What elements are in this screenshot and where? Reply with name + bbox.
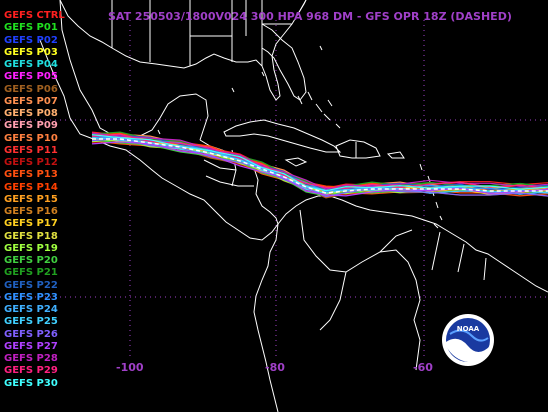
legend-item: GEFS P24 (4, 304, 58, 315)
islands-misc (157, 45, 323, 135)
island-jamaica (284, 157, 308, 167)
gfs-opr-contour (92, 138, 548, 194)
islands-bahamas (297, 91, 341, 129)
legend-item: GEFS P07 (4, 95, 58, 107)
legend-item: GEFS P27 (4, 340, 58, 352)
coast-south-america-west (253, 223, 279, 412)
contour-line (91, 133, 548, 190)
legend-item: GEFS P14 (4, 181, 58, 193)
logo-text: NOAA (457, 325, 480, 333)
legend-item: GEFS P25 (4, 316, 58, 328)
legend-item: GEFS CTRL (4, 10, 65, 21)
legend-item: GEFS P04 (4, 59, 58, 70)
legend-item: GEFS P18 (4, 230, 58, 242)
coast-mexico-gulf (59, 0, 209, 141)
coast-us-mexico (59, 0, 307, 101)
legend-item: GEFS P19 (4, 242, 58, 254)
islands-lesser-antilles (419, 163, 443, 229)
coast-florida (261, 23, 307, 101)
island-cuba (223, 119, 342, 153)
lon-label-80: -80 (265, 361, 285, 374)
ensemble-legend: GEFS CTRL GEFS P01 GEFS P02 GEFS P03 GEFS P0… (4, 10, 65, 390)
legend-item: GEFS P09 (4, 120, 58, 132)
contour-line (91, 136, 548, 195)
legend-item: GEFS P11 (4, 144, 58, 156)
coast-mexico-pacific (39, 39, 279, 241)
legend-item: GEFS P26 (4, 328, 58, 340)
legend-item: GEFS P28 (4, 353, 58, 364)
legend-item: GEFS P16 (4, 206, 58, 217)
legend-item: GEFS P22 (4, 279, 58, 291)
legend-item: GEFS P10 (4, 132, 58, 144)
legend-item: GEFS P15 (4, 193, 58, 205)
legend-item: GEFS P20 (4, 255, 58, 266)
coast-us-east (297, 0, 307, 15)
map-title: SAT 250503/1800V024 300 HPA 968 DM - GFS… (108, 10, 512, 23)
lon-label-60: -60 (413, 361, 433, 374)
noaa-logo: NOAA (442, 314, 494, 366)
coastlines (39, 0, 548, 412)
legend-item: GEFS P06 (4, 83, 58, 95)
contour-line (91, 137, 548, 198)
country-borders-south (299, 209, 487, 371)
lon-label-100: -100 (116, 361, 144, 374)
legend-item: GEFS P01 (4, 22, 58, 34)
island-puerto-rico (386, 151, 405, 159)
contour-line (91, 134, 548, 192)
island-hispaniola (335, 139, 381, 159)
legend-item: GEFS P29 (4, 365, 58, 377)
legend-item: GEFS P23 (4, 291, 58, 303)
legend-item: GEFS P02 (4, 34, 58, 46)
legend-item: GEFS P21 (4, 267, 58, 279)
ensemble-contours (91, 131, 548, 199)
legend-item: GEFS P17 (4, 218, 58, 230)
coast-south-america (277, 195, 548, 293)
legend-item: GEFS P30 (4, 377, 58, 389)
coast-central-america (199, 139, 279, 225)
legend-item: GEFS P05 (4, 71, 58, 83)
legend-item: GEFS P03 (4, 46, 58, 58)
legend-item: GEFS P12 (4, 157, 58, 168)
legend-item: GEFS P08 (4, 108, 58, 119)
legend-item: GEFS P13 (4, 169, 58, 181)
